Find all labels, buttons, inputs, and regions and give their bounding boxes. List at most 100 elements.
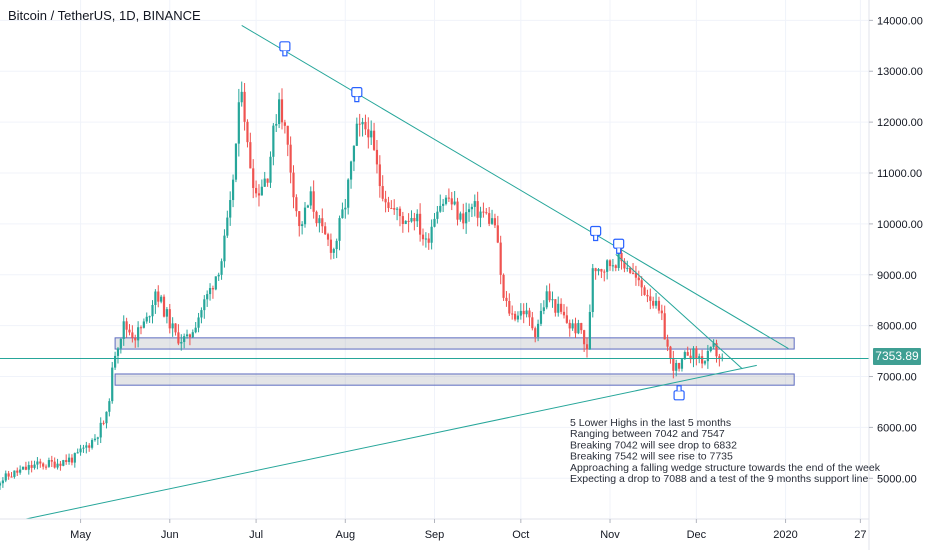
candle-body <box>525 310 528 315</box>
candle-body <box>217 274 220 277</box>
candle-body <box>623 261 626 269</box>
support-touch-marker-icon[interactable] <box>673 385 685 401</box>
candle-body <box>275 123 278 126</box>
candle-body <box>257 193 261 196</box>
candle-body <box>536 323 540 337</box>
candle-body <box>442 203 445 206</box>
candle-body <box>30 465 33 468</box>
descending-resistance-line[interactable] <box>241 25 789 349</box>
candle-body <box>148 316 151 318</box>
candle-body <box>709 346 712 352</box>
candle-body <box>19 469 22 473</box>
candle-body <box>280 99 284 123</box>
candle-body <box>588 311 591 350</box>
chart-title: Bitcoin / TetherUS, 1D, BINANCE <box>8 8 201 23</box>
candle-body <box>50 460 53 462</box>
candle-body <box>473 201 476 207</box>
candle-body <box>125 321 128 330</box>
candle-body <box>629 267 632 273</box>
upper-range-zone[interactable] <box>114 337 795 350</box>
candle-body <box>326 234 330 240</box>
candle-body <box>482 211 485 213</box>
candle-body <box>401 216 404 224</box>
candle-body <box>324 226 327 235</box>
lower-high-marker-1-icon[interactable] <box>279 41 291 57</box>
candle-body <box>508 301 511 314</box>
y-tick-label: 5000.00 <box>877 473 917 485</box>
candle-body <box>301 224 304 227</box>
candle-body <box>47 460 51 467</box>
candle-body <box>594 268 597 272</box>
candle-body <box>355 123 358 146</box>
candle-body <box>715 343 718 357</box>
candle-body <box>21 466 25 470</box>
candle-body <box>82 447 85 449</box>
lower-high-marker-3-icon[interactable] <box>590 225 602 242</box>
y-tick-label: 9000.00 <box>877 270 917 282</box>
candle-body <box>73 453 76 463</box>
candle-body <box>439 205 442 212</box>
candle-body <box>237 102 240 144</box>
candle-body <box>718 356 721 359</box>
marker-layer <box>279 41 685 401</box>
lower-range-zone[interactable] <box>114 373 795 386</box>
candle-body <box>539 310 543 324</box>
candle-body <box>70 457 74 463</box>
candle-body <box>116 348 120 356</box>
candle-body <box>90 440 94 448</box>
candle-body <box>162 296 166 317</box>
candle-body <box>1 480 4 484</box>
analysis-note-line: Expecting a drop to 7088 and a test of t… <box>570 473 868 485</box>
candle-body <box>119 338 122 349</box>
candle-body <box>260 186 263 196</box>
candle-body <box>706 351 709 362</box>
candle-body <box>453 201 456 205</box>
grid-layer <box>0 0 869 519</box>
candle-body <box>703 361 707 364</box>
y-tick-label: 6000.00 <box>877 422 917 434</box>
candle-body <box>591 268 594 312</box>
candle-body <box>329 239 333 253</box>
candle-body <box>384 198 387 203</box>
candle-body <box>292 172 295 198</box>
candle-body <box>430 226 433 243</box>
falling-wedge-upper-line[interactable] <box>615 254 743 370</box>
candle-body <box>568 322 571 329</box>
candle-body <box>157 291 160 302</box>
candle-body <box>660 310 663 314</box>
candle-body <box>410 217 413 222</box>
candle-body <box>631 272 635 274</box>
candle-body <box>562 311 566 316</box>
analysis-note-line: Ranging between 7042 and 7547 <box>570 428 725 440</box>
candle-body <box>131 332 134 338</box>
candle-body <box>200 310 203 318</box>
candle-body <box>516 315 520 320</box>
candle-body <box>502 274 505 298</box>
candle-body <box>105 411 108 424</box>
candle-body <box>10 476 13 478</box>
candle-body <box>226 217 229 236</box>
y-tick-label: 7000.00 <box>877 372 917 384</box>
candle-body <box>364 121 367 130</box>
candle-body <box>154 291 157 305</box>
candle-body <box>151 304 154 317</box>
candle-body <box>139 327 143 329</box>
x-tick-label: Nov <box>600 529 620 541</box>
lower-high-marker-4-icon[interactable] <box>613 238 625 254</box>
candle-body <box>254 187 258 194</box>
x-tick-label: Jul <box>249 529 263 541</box>
last-price-tag: 7353.89 <box>873 348 921 365</box>
support-line[interactable] <box>25 364 757 520</box>
candle-body <box>108 401 111 412</box>
candle-body <box>654 300 658 306</box>
candle-body <box>531 317 534 329</box>
x-tick-label: Sep <box>425 529 445 541</box>
candle-body <box>16 470 19 473</box>
lower-high-marker-2-icon[interactable] <box>351 87 363 103</box>
candle-body <box>390 208 393 210</box>
candle-body <box>496 225 499 243</box>
candle-body <box>634 272 638 278</box>
candle-body <box>488 213 491 224</box>
candle-body <box>600 269 603 272</box>
